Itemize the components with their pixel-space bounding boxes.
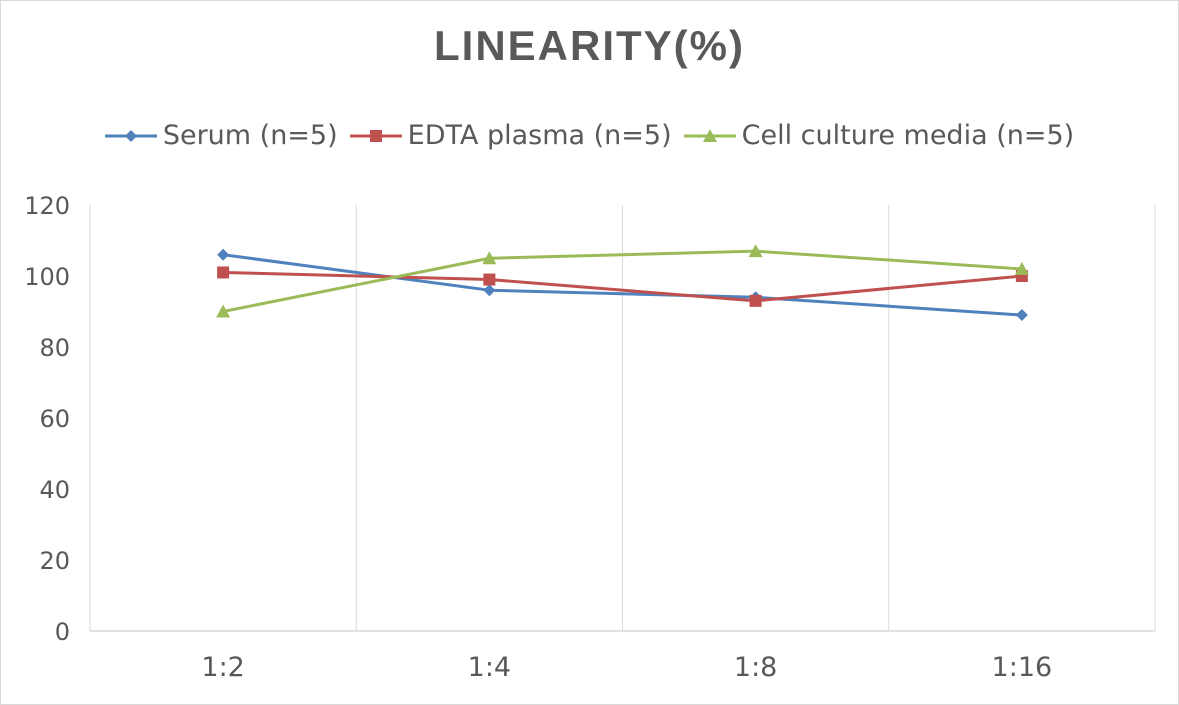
data-point-triangle (1014, 261, 1029, 275)
data-point-triangle (216, 304, 231, 318)
data-point-square (749, 294, 762, 307)
chart-legend: Serum (n=5) EDTA plasma (n=5) Cell cultu… (0, 120, 1179, 151)
data-point-diamond (217, 248, 230, 261)
data-point-square (483, 273, 496, 286)
x-tick-label: 1:16 (992, 652, 1053, 683)
y-tick-label: 100 (24, 263, 70, 291)
legend-label-edta-plasma: EDTA plasma (n=5) (407, 120, 672, 151)
series-line-1 (222, 253, 1022, 317)
y-tick-label: 40 (39, 476, 70, 504)
series-line-2 (223, 270, 1023, 303)
chart-title: LINEARITY(%) (434, 22, 745, 69)
y-tick-label: 20 (39, 547, 70, 575)
y-tick-label: 80 (39, 334, 70, 362)
legend-item-serum: Serum (n=5) (104, 120, 338, 151)
legend-marker-cell-culture-media (683, 128, 736, 142)
legend-marker-edta-plasma (349, 129, 402, 142)
data-point-diamond (483, 284, 496, 297)
legend-item-edta-plasma: EDTA plasma (n=5) (349, 120, 672, 151)
data-point-square (217, 266, 230, 279)
legend-label-cell-culture-media: Cell culture media (n=5) (741, 120, 1075, 151)
series-line-3 (222, 249, 1022, 313)
y-tick-label: 120 (24, 192, 70, 220)
legend-marker-serum (104, 129, 157, 142)
legend-label-serum: Serum (n=5) (162, 120, 338, 151)
x-tick-label: 1:2 (201, 652, 244, 683)
x-tick-label: 1:8 (734, 652, 777, 683)
data-point-triangle (748, 244, 763, 258)
legend-item-cell-culture-media: Cell culture media (n=5) (683, 120, 1075, 151)
data-point-triangle (482, 251, 497, 265)
x-tick-label: 1:4 (468, 652, 511, 683)
y-tick-label: 60 (39, 405, 70, 433)
y-tick-label: 0 (55, 618, 70, 646)
data-point-diamond (1015, 309, 1028, 322)
